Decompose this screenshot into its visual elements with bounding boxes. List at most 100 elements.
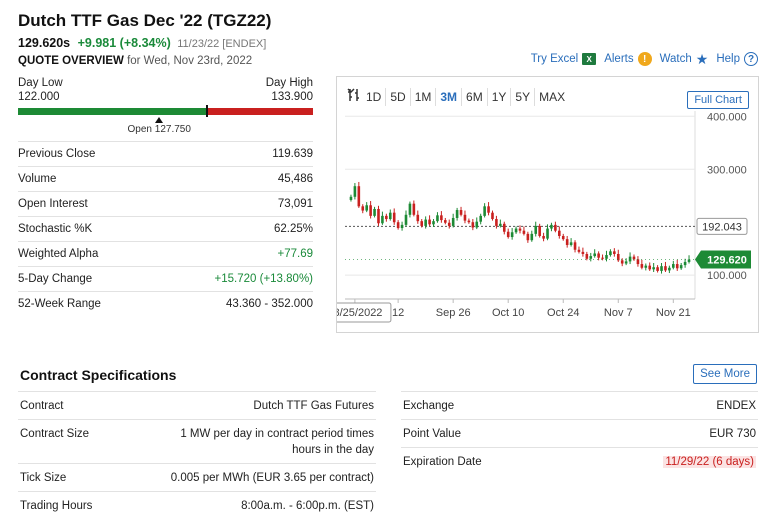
timeframe-6m[interactable]: 6M bbox=[462, 88, 488, 106]
alerts-label: Alerts bbox=[604, 53, 634, 65]
spec-row: Point Value EUR 730 bbox=[401, 419, 758, 447]
candle-body bbox=[589, 256, 593, 259]
candle-body bbox=[491, 212, 494, 220]
candle-body bbox=[377, 208, 380, 224]
spec-value-text: 1 MW per day in contract period times ho… bbox=[180, 428, 374, 456]
full-chart-button[interactable]: Full Chart bbox=[687, 91, 749, 109]
spec-row: Expiration Date 11/29/22 (6 days) bbox=[401, 447, 758, 475]
candle-body bbox=[365, 205, 368, 211]
candle-body bbox=[353, 186, 357, 197]
day-range-bar bbox=[18, 105, 313, 117]
help-icon: ? bbox=[744, 52, 758, 66]
spec-row: Trading Hours 8:00a.m. - 6:00p.m. (EST) bbox=[18, 491, 376, 519]
timeframe-1d[interactable]: 1D bbox=[362, 88, 387, 106]
chart-canvas[interactable]: 400.000 300.000 100.000 08/25/2022 12 Sep 26 O… bbox=[337, 77, 760, 334]
spec-value-text: 11/29/22 (6 days) bbox=[663, 456, 756, 468]
stats-table: Previous Close 119.639 Volume 45,486 Open In… bbox=[18, 141, 313, 316]
candle-body bbox=[475, 221, 479, 228]
candle-body bbox=[534, 225, 538, 234]
stat-value: 45,486 bbox=[277, 173, 313, 185]
stat-label: Weighted Alpha bbox=[18, 248, 99, 260]
spec-label: Exchange bbox=[403, 400, 455, 412]
x-tick-label: Nov 7 bbox=[604, 307, 633, 319]
see-more-button[interactable]: See More bbox=[693, 364, 757, 384]
candle-body bbox=[664, 266, 667, 271]
candle-body bbox=[499, 223, 502, 226]
day-low-label: Day Low bbox=[18, 77, 63, 89]
timeframe-1m[interactable]: 1M bbox=[411, 88, 437, 106]
candle-body bbox=[530, 233, 534, 241]
candle-body bbox=[679, 265, 683, 269]
stat-row: Volume 45,486 bbox=[18, 166, 313, 191]
spec-value: 11/29/22 (6 days) bbox=[663, 454, 756, 470]
timeframe-5y[interactable]: 5Y bbox=[511, 88, 536, 106]
price-line: 129.620s +9.981 (+8.34%) 11/23/22 [ENDEX… bbox=[18, 36, 266, 50]
open-triangle-icon bbox=[155, 117, 164, 123]
stat-row: Previous Close 119.639 bbox=[18, 141, 313, 166]
x-tick-label: 12 bbox=[392, 307, 404, 319]
spec-row: Contract Dutch TTF Gas Futures bbox=[18, 391, 376, 419]
candle-body bbox=[565, 239, 569, 245]
candle-body bbox=[373, 208, 376, 216]
chart-toolbar: 1D 5D 1M 3M 6M 1Y 5Y MAX bbox=[347, 88, 569, 106]
spec-value-text: ENDEX bbox=[716, 400, 756, 412]
day-range-gain-segment bbox=[18, 108, 207, 115]
candle-body bbox=[624, 261, 628, 264]
candle-body bbox=[628, 256, 632, 262]
y-tick-label: 100.000 bbox=[707, 270, 747, 282]
candle-body bbox=[514, 228, 518, 233]
alerts-link[interactable]: Alerts ! bbox=[604, 52, 652, 66]
candle-body bbox=[455, 210, 459, 218]
spec-value: 1 MW per day in contract period times ho… bbox=[164, 426, 374, 458]
candle-body bbox=[444, 220, 447, 223]
quote-meta: 11/23/22 [ENDEX] bbox=[177, 38, 267, 50]
stat-row: 5-Day Change +15.720 (+13.80%) bbox=[18, 266, 313, 291]
timeframe-1y[interactable]: 1Y bbox=[488, 88, 512, 106]
y-tick-label: 400.000 bbox=[707, 111, 747, 123]
candle-body bbox=[616, 253, 620, 261]
candle-body bbox=[471, 222, 475, 228]
candle-body bbox=[369, 205, 372, 216]
candle-body bbox=[573, 242, 577, 250]
timeframe-3m[interactable]: 3M bbox=[436, 88, 463, 106]
candle-body bbox=[361, 206, 365, 211]
candle-body bbox=[396, 222, 400, 229]
timeframe-max[interactable]: MAX bbox=[539, 90, 566, 104]
candle-body bbox=[620, 260, 624, 264]
spec-label: Tick Size bbox=[20, 472, 67, 484]
candle-body bbox=[546, 228, 549, 239]
stat-value: +15.720 (+13.80%) bbox=[214, 273, 313, 285]
stat-row: Open Interest 73,091 bbox=[18, 191, 313, 216]
candle-body bbox=[487, 206, 490, 213]
candle-body bbox=[554, 224, 557, 231]
y-tick-label: 300.000 bbox=[707, 164, 747, 176]
spec-row: Tick Size 0.005 per MWh (EUR 3.65 per con… bbox=[18, 463, 376, 491]
candle-body bbox=[400, 224, 404, 229]
x-tick-label: Oct 10 bbox=[492, 307, 524, 319]
stat-row: 52-Week Range 43.360 - 352.000 bbox=[18, 291, 313, 316]
spec-value-text: Dutch TTF Gas Futures bbox=[253, 400, 374, 412]
candle-body bbox=[526, 233, 530, 241]
spec-value-text: 8:00a.m. - 6:00p.m. (EST) bbox=[241, 500, 374, 512]
crosshair-date-box bbox=[337, 302, 392, 323]
candle-body bbox=[683, 261, 687, 266]
stat-label: 5-Day Change bbox=[18, 273, 93, 285]
candle-body bbox=[561, 235, 565, 240]
spec-value-text: 0.005 per MWh (EUR 3.65 per contract) bbox=[170, 472, 374, 484]
stat-row: Stochastic %K 62.25% bbox=[18, 216, 313, 241]
candle-body bbox=[381, 215, 384, 224]
watch-link[interactable]: Watch ★ bbox=[660, 52, 709, 66]
spec-value: 0.005 per MWh (EUR 3.65 per contract) bbox=[171, 470, 374, 486]
alert-icon: ! bbox=[637, 52, 652, 66]
timeframe-5d[interactable]: 5D bbox=[386, 88, 411, 106]
spec-value: 8:00a.m. - 6:00p.m. (EST) bbox=[241, 498, 374, 514]
candle-body bbox=[408, 203, 412, 215]
candle-body bbox=[432, 221, 435, 225]
stat-value: 43.360 - 352.000 bbox=[226, 298, 313, 310]
help-link[interactable]: Help ? bbox=[716, 52, 758, 66]
try-excel-link[interactable]: Try Excel X bbox=[531, 53, 597, 65]
last-price: 129.620s bbox=[18, 36, 71, 50]
timeframe-selector: 1D 5D 1M 3M 6M 1Y 5Y MAX bbox=[362, 88, 569, 106]
overview-date: for Wed, Nov 23rd, 2022 bbox=[127, 55, 253, 67]
last-price-marker bbox=[205, 105, 208, 117]
